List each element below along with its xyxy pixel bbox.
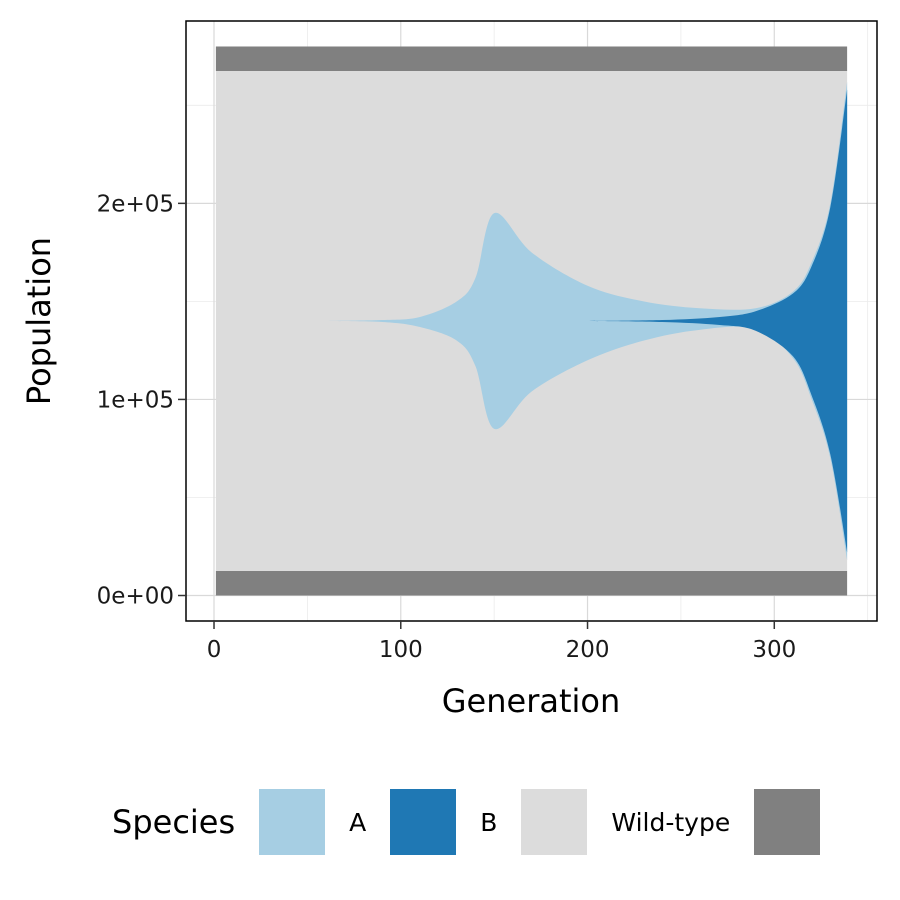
y-axis-title: Population: [20, 237, 58, 405]
x-tick-label: 200: [566, 637, 610, 663]
legend: Species A B Wild-type: [112, 788, 821, 856]
legend-label-wild-type: Wild-type: [611, 807, 731, 837]
area-layers: [215, 46, 848, 596]
legend-label-a: A: [349, 807, 367, 837]
x-tick-label: 100: [379, 637, 423, 663]
base-band-1: [215, 46, 848, 71]
plot-panel-border: [185, 20, 878, 622]
y-tick-label: 2e+05: [97, 191, 174, 217]
species-a-area: [326, 81, 848, 561]
y-tick-label: 0e+00: [97, 584, 174, 610]
legend-key-b: [390, 789, 457, 855]
x-axis-title: Generation: [442, 682, 621, 720]
legend-label-b: B: [480, 807, 498, 837]
y-tick-label: 1e+05: [97, 387, 174, 413]
base-band-0: [215, 571, 848, 596]
legend-key-base: [754, 789, 821, 855]
x-tick-label: 0: [207, 637, 222, 663]
y-axis: 0e+00 1e+05 2e+05: [97, 191, 186, 610]
legend-title: Species: [112, 803, 236, 841]
legend-key-a: [259, 789, 326, 855]
x-tick-label: 300: [752, 637, 796, 663]
legend-key-wild-type: [521, 789, 588, 855]
x-axis: 0 100 200 300: [207, 621, 796, 663]
species-b-area: [587, 89, 848, 553]
